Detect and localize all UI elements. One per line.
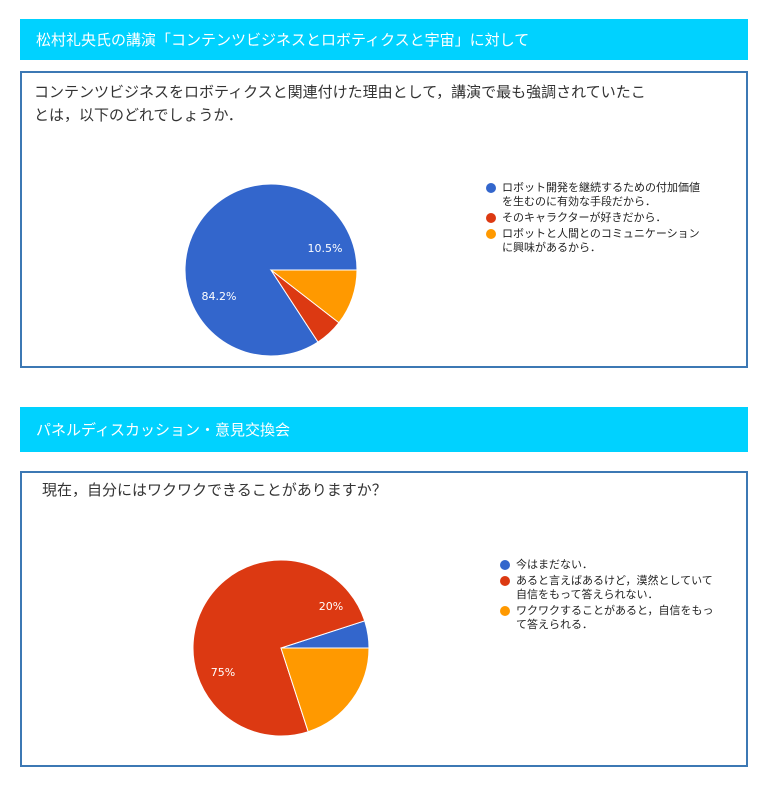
legend-item-2: そのキャラクターが好きだから．: [486, 211, 726, 225]
legend-swatch-icon: [486, 213, 496, 223]
legend-swatch-icon: [500, 560, 510, 570]
pie-chart-1-legend: ロボット開発を継続するための付加価値 を生むのに有効な手段だから． そのキャラクタ…: [486, 181, 726, 257]
legend-label: 今はまだない．: [516, 558, 593, 571]
section-2-banner-title: パネルディスカッション・意見交換会: [36, 421, 290, 439]
pie-slice-3: [280, 647, 370, 733]
legend-item-2: あると言えばあるけど，漠然としていて 自信をもって答えられない．: [500, 574, 740, 602]
section-2-panel: 現在，自分にはワクワクできることがありますか？ 75% 20% 今はまだない． ある…: [20, 471, 748, 767]
pie-slice-2: [192, 559, 366, 737]
legend-label: あると言えばあるけど，漠然としていて 自信をもって答えられない．: [516, 574, 713, 601]
section-1-panel: コンテンツビジネスをロボティクスと関連付けた理由として，講演で最も強調されていた…: [20, 71, 748, 368]
legend-label: ロボットと人間とのコミュニケーション に興味があるから．: [502, 227, 700, 254]
legend-label: ワクワクすることがあると，自信をもっ て答えられる．: [516, 604, 714, 631]
section-2-question: 現在，自分にはワクワクできることがありますか？: [42, 481, 387, 499]
legend-label: そのキャラクターが好きだから．: [502, 211, 667, 224]
legend-item-1: 今はまだない．: [500, 558, 740, 572]
section-1-question: コンテンツビジネスをロボティクスと関連付けた理由として，講演で最も強調されていた…: [34, 83, 646, 124]
section-1-banner-title: 松村礼央氏の講演「コンテンツビジネスとロボティクスと宇宙」に対して: [36, 31, 530, 49]
legend-swatch-icon: [486, 229, 496, 239]
pie-slice-3: [269, 269, 358, 324]
pie-data-label-1: 84.2%: [202, 290, 237, 303]
pie-data-label-3: 10.5%: [308, 242, 343, 255]
pie-data-label-2: 75%: [211, 666, 235, 679]
legend-swatch-icon: [500, 606, 510, 616]
pie-data-label-3: 20%: [319, 600, 343, 613]
legend-swatch-icon: [486, 183, 496, 193]
pie-chart-2-legend: 今はまだない． あると言えばあるけど，漠然としていて 自信をもって答えられない． ワ…: [500, 558, 740, 634]
pie-chart-1: 84.2% 10.5%: [184, 183, 358, 357]
legend-item-3: ワクワクすることがあると，自信をもっ て答えられる．: [500, 604, 740, 632]
section-2-banner: パネルディスカッション・意見交換会: [20, 407, 748, 452]
legend-item-1: ロボット開発を継続するための付加価値 を生むのに有効な手段だから．: [486, 181, 726, 209]
pie-chart-2: 75% 20%: [192, 559, 370, 737]
legend-item-3: ロボットと人間とのコミュニケーション に興味があるから．: [486, 227, 726, 255]
legend-swatch-icon: [500, 576, 510, 586]
section-1-banner: 松村礼央氏の講演「コンテンツビジネスとロボティクスと宇宙」に対して: [20, 19, 748, 60]
legend-label: ロボット開発を継続するための付加価値 を生むのに有効な手段だから．: [502, 181, 700, 208]
